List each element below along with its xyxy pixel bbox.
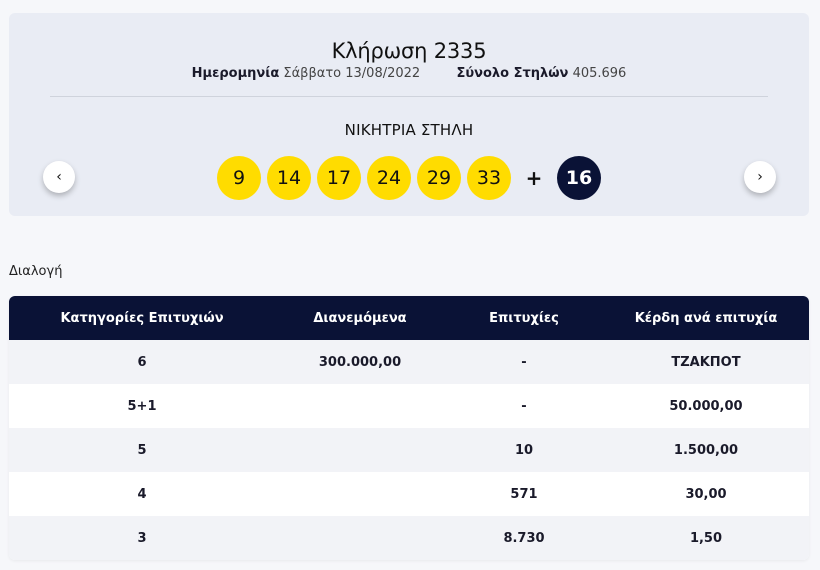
number-ball: 33 [467,156,511,200]
table-row: 5+1 - 50.000,00 [9,384,809,428]
draw-card: Κλήρωση 2335 Ημερομηνία Σάββατο 13/08/20… [9,13,809,216]
cell-prize: 50.000,00 [669,398,743,414]
number-ball: 9 [217,156,261,200]
cell-prize: 1,50 [689,530,723,546]
cell-winners: 10 [514,442,534,458]
joker-ball: 16 [557,156,601,200]
next-draw-button[interactable]: › [744,161,776,193]
chevron-right-icon: › [757,169,763,185]
cell-category: 5+1 [127,398,157,414]
cell-prize: 30,00 [685,486,727,502]
header-prize-per-winner: Κέρδη ανά επιτυχία [634,310,778,326]
divider [50,96,768,97]
cell-winners: 571 [510,486,538,502]
section-label: Διαλογή [9,264,63,279]
cell-category: 4 [137,486,147,502]
table-row: 4 571 30,00 [9,472,809,516]
table-row: 3 8.730 1,50 [9,516,809,560]
plus-sign: + [525,166,543,190]
number-ball: 29 [417,156,461,200]
columns-value: 405.696 [572,66,627,81]
cell-winners: - [521,354,527,370]
table-body: 6 300.000,00 - ΤΖΑΚΠΟΤ 5+1 - 50.000,00 5… [9,340,809,560]
cell-winners: - [521,398,527,414]
prize-table: Κατηγορίες Επιτυχιών Διανεμόμενα Επιτυχί… [9,296,809,560]
cell-winners: 8.730 [503,530,545,546]
winning-column-label: ΝΙΚΗΤΡΙΑ ΣΤΗΛΗ [344,121,474,139]
chevron-left-icon: ‹ [56,169,62,185]
number-ball: 17 [317,156,361,200]
winning-numbers: 9 14 17 24 29 33 + 16 [9,156,809,200]
cell-distributed: 300.000,00 [318,354,402,370]
cell-category: 6 [137,354,147,370]
cell-prize: 1.500,00 [673,442,739,458]
previous-draw-button[interactable]: ‹ [43,161,75,193]
date-label: Ημερομηνία [191,66,280,81]
draw-title: Κλήρωση 2335 [331,39,487,63]
table-row: 6 300.000,00 - ΤΖΑΚΠΟΤ [9,340,809,384]
number-ball: 24 [367,156,411,200]
header-distributed: Διανεμόμενα [313,310,407,326]
columns-label: Σύνολο Στηλών [456,66,569,81]
table-header: Κατηγορίες Επιτυχιών Διανεμόμενα Επιτυχί… [9,296,809,340]
draw-meta: Ημερομηνία Σάββατο 13/08/2022 Σύνολο Στη… [9,66,809,81]
cell-prize: ΤΖΑΚΠΟΤ [671,354,741,370]
table-row: 5 10 1.500,00 [9,428,809,472]
number-ball: 14 [267,156,311,200]
header-category: Κατηγορίες Επιτυχιών [60,310,224,326]
cell-category: 5 [137,442,147,458]
cell-category: 3 [137,530,147,546]
date-value: Σάββατο 13/08/2022 [283,66,421,81]
header-winners: Επιτυχίες [489,310,559,326]
